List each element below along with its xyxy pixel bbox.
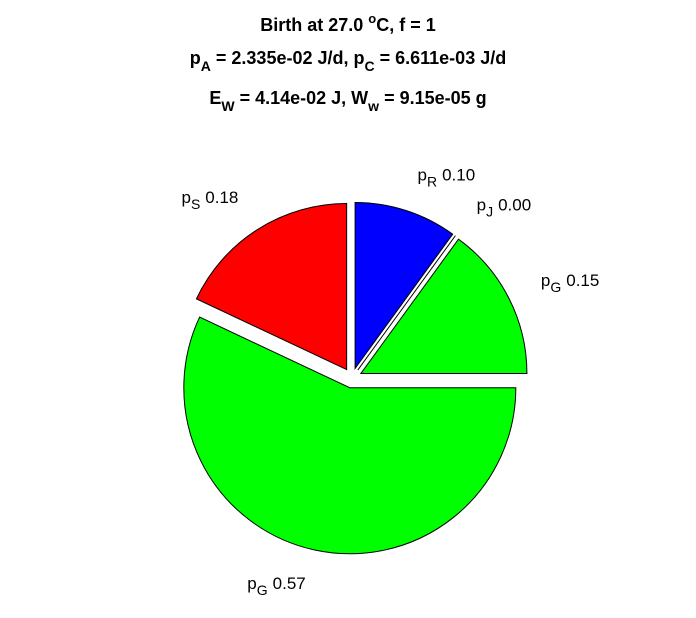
title-text: C, f = 1 — [376, 15, 436, 35]
label-value: 0.18 — [205, 188, 238, 207]
label-name: p — [541, 271, 550, 290]
label-sub: G — [257, 582, 268, 598]
label-sub: R — [427, 173, 437, 189]
title-line: pA = 2.335e-02 J/d, pC = 6.611e-03 J/d — [190, 48, 506, 74]
title-text: E — [209, 88, 221, 108]
title-text: p — [190, 48, 201, 68]
title-text: Birth at 27.0 — [260, 15, 368, 35]
pie-slice — [183, 316, 517, 555]
label-value: 0.15 — [566, 271, 599, 290]
slice-label: pG 0.57 — [247, 574, 305, 597]
title-sup: o — [368, 11, 376, 26]
label-name: p — [181, 188, 190, 207]
title-sub: A — [201, 58, 211, 74]
title-text: = 9.15e-05 g — [379, 88, 487, 108]
slice-label: pG 0.15 — [541, 271, 599, 294]
label-value: 0.57 — [273, 574, 306, 593]
title-line: EW = 4.14e-02 J, Ww = 9.15e-05 g — [209, 88, 486, 114]
title-sub: w — [367, 98, 379, 114]
slice-label: pJ 0.00 — [477, 196, 532, 219]
label-sub: J — [486, 203, 493, 219]
title-text: = 6.611e-03 J/d — [375, 48, 507, 68]
label-sub: G — [550, 278, 561, 294]
label-value: 0.00 — [498, 196, 531, 215]
title-text: = 2.335e-02 J/d, p — [211, 48, 365, 68]
title-text: = 4.14e-02 J, W — [235, 88, 369, 108]
label-name: p — [477, 196, 486, 215]
slice-label: pS 0.18 — [181, 188, 238, 211]
pie-slice — [354, 201, 454, 371]
label-name: p — [418, 166, 427, 185]
pie-slice — [195, 203, 348, 371]
title-sub: W — [221, 98, 235, 114]
label-sub: S — [191, 196, 200, 212]
pie-slice — [359, 238, 528, 374]
title-sub: C — [364, 58, 374, 74]
label-value: 0.10 — [442, 166, 475, 185]
label-name: p — [247, 574, 256, 593]
slice-label: pR 0.10 — [418, 166, 476, 189]
title-line: Birth at 27.0 oC, f = 1 — [260, 11, 436, 35]
pie-slice — [357, 235, 456, 371]
